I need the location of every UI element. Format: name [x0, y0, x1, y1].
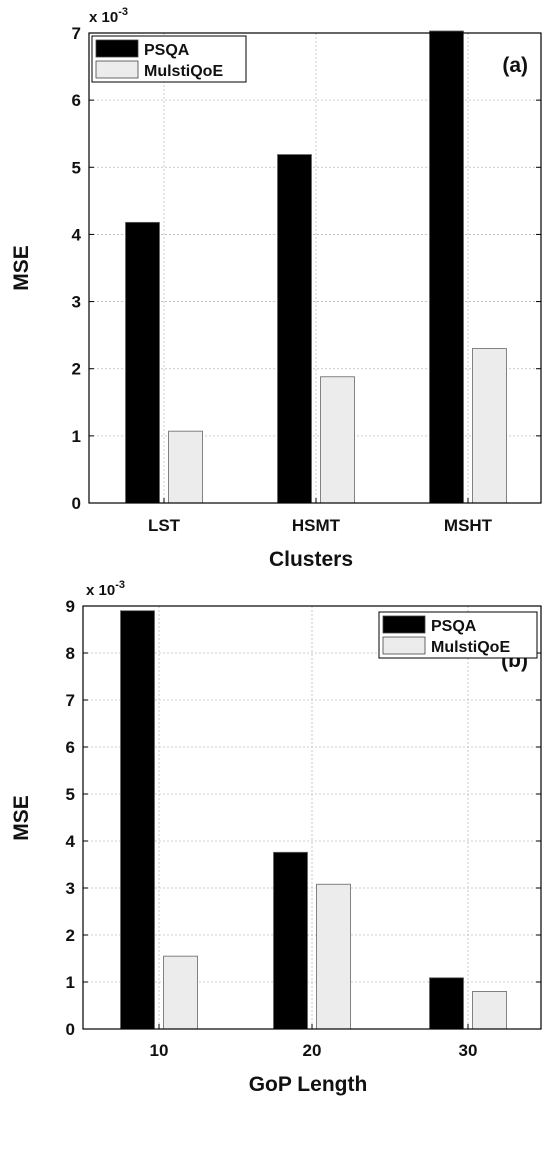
y-tick-label: 4: [66, 832, 76, 851]
legend: PSQA MulstiQoE: [378, 611, 538, 659]
bar-mulstiqoe-30: [472, 991, 507, 1030]
y-tick-label: 1: [72, 427, 81, 446]
x-axis-label: Clusters: [269, 548, 353, 571]
legend-label-mulstiqoe: MulstiQoE: [431, 639, 510, 656]
x-tick-label: HSMT: [292, 516, 341, 535]
y-axis-label: MSE: [10, 245, 33, 291]
axis-exponent-base: x 10: [89, 9, 118, 26]
y-tick-label: 2: [66, 926, 75, 945]
y-tick-label: 5: [66, 785, 75, 804]
bar-psqa-20: [273, 851, 308, 1030]
legend-swatch-mulstiqoe: [382, 636, 426, 655]
bar-psqa-10: [120, 610, 155, 1030]
legend-label-mulstiqoe: MulstiQoE: [144, 63, 223, 80]
bar-mulstiqoe-msht: [472, 348, 507, 504]
y-axis-label: MSE: [10, 795, 33, 841]
y-tick-label: 6: [66, 738, 75, 757]
x-tick-label: 30: [459, 1041, 478, 1060]
legend-swatch-psqa: [95, 39, 139, 58]
y-tick-label: 3: [72, 293, 81, 312]
bar-psqa-30: [429, 977, 464, 1030]
y-tick-label: 1: [66, 973, 75, 992]
legend-label-psqa: PSQA: [144, 42, 190, 59]
axis-exponent-power: -3: [118, 6, 128, 18]
panel-label: (a): [502, 54, 528, 77]
y-tick-label: 3: [66, 879, 75, 898]
y-tick-label: 8: [66, 644, 75, 663]
bar-mulstiqoe-hsmt: [320, 376, 355, 504]
bar-psqa-lst: [125, 221, 160, 504]
axis-exponent-label: x 10-3: [89, 6, 128, 26]
y-tick-label: 7: [66, 691, 75, 710]
x-tick-label: 10: [150, 1041, 169, 1060]
y-tick-label: 2: [72, 360, 81, 379]
x-tick-label: MSHT: [444, 516, 493, 535]
legend-swatch-mulstiqoe: [95, 60, 139, 79]
legend-swatch-psqa: [382, 615, 426, 634]
chart-panel-a: 0 1 2 3 4 5 6 7 LST HSMT MSHT Clusters MSE x 10-3 (a) P…: [10, 6, 542, 571]
bar-psqa-hsmt: [277, 154, 312, 504]
legend-label-psqa: PSQA: [431, 618, 477, 635]
axis-exponent-power: -3: [115, 579, 125, 591]
y-tick-label: 7: [72, 24, 81, 43]
axis-exponent-label: x 10-3: [86, 579, 125, 599]
bar-mulstiqoe-20: [316, 883, 351, 1030]
y-tick-label: 0: [66, 1020, 75, 1039]
bar-psqa-msht: [429, 30, 464, 504]
x-axis-label: GoP Length: [249, 1073, 368, 1096]
x-tick-label: 20: [303, 1041, 322, 1060]
axis-exponent-base: x 10: [86, 582, 115, 599]
bar-mulstiqoe-10: [163, 955, 198, 1030]
y-tick-label: 9: [66, 597, 75, 616]
y-tick-label: 5: [72, 158, 81, 177]
y-tick-label: 0: [72, 494, 81, 513]
x-tick-label: LST: [148, 516, 181, 535]
plot-frame: [88, 32, 542, 504]
bar-mulstiqoe-lst: [168, 430, 203, 504]
y-tick-label: 4: [72, 225, 82, 244]
y-tick-label: 6: [72, 91, 81, 110]
legend: PSQA MulstiQoE: [91, 35, 247, 83]
